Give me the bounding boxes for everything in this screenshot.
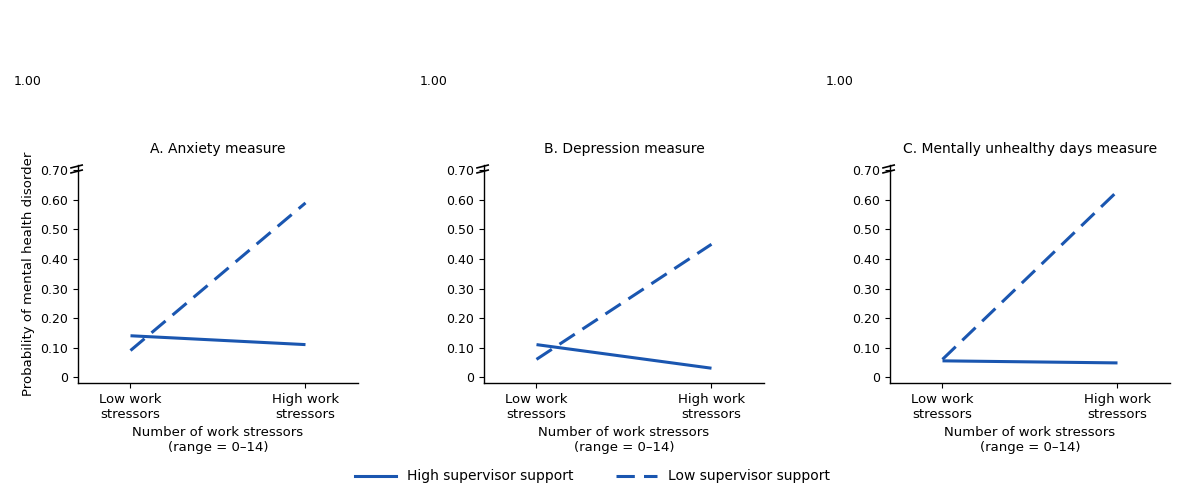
Title: B. Depression measure: B. Depression measure — [544, 142, 704, 157]
Text: 1.00: 1.00 — [14, 76, 41, 88]
Y-axis label: Probability of mental health disorder: Probability of mental health disorder — [21, 152, 34, 396]
X-axis label: Number of work stressors
(range = 0–14): Number of work stressors (range = 0–14) — [944, 426, 1115, 454]
Legend: High supervisor support, Low supervisor support: High supervisor support, Low supervisor … — [350, 464, 835, 489]
Title: C. Mentally unhealthy days measure: C. Mentally unhealthy days measure — [903, 142, 1157, 157]
X-axis label: Number of work stressors
(range = 0–14): Number of work stressors (range = 0–14) — [133, 426, 303, 454]
X-axis label: Number of work stressors
(range = 0–14): Number of work stressors (range = 0–14) — [538, 426, 710, 454]
Text: 1.00: 1.00 — [826, 76, 853, 88]
Title: A. Anxiety measure: A. Anxiety measure — [150, 142, 286, 157]
Text: 1.00: 1.00 — [419, 76, 448, 88]
